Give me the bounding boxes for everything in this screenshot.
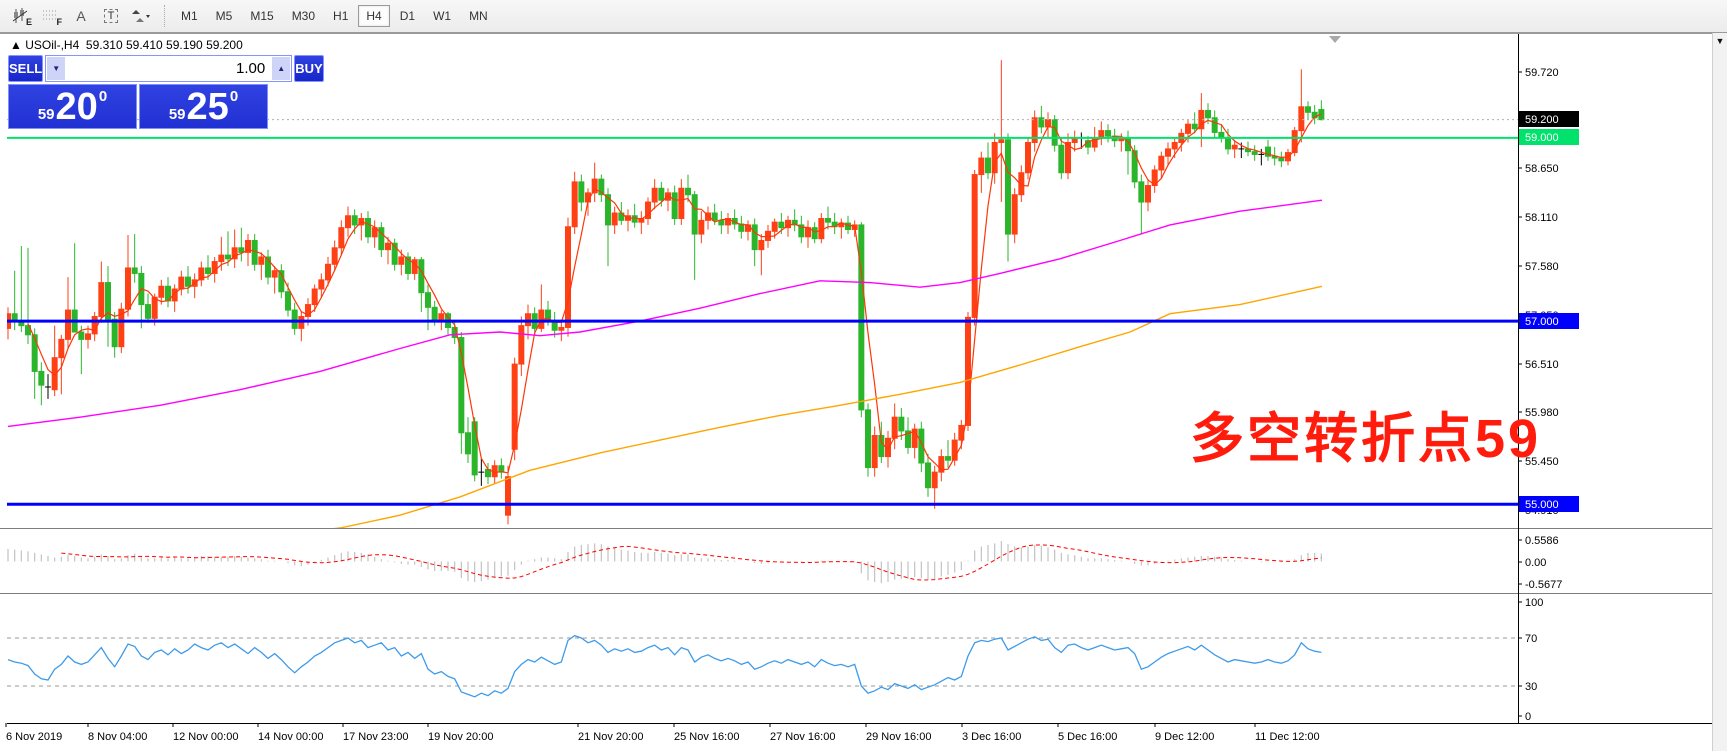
- svg-text:58.650: 58.650: [1525, 163, 1559, 175]
- svg-text:0.00: 0.00: [1525, 557, 1546, 569]
- svg-text:59.200: 59.200: [1525, 114, 1559, 126]
- svg-text:19 Nov 20:00: 19 Nov 20:00: [428, 731, 493, 743]
- svg-text:25 Nov 16:00: 25 Nov 16:00: [674, 731, 739, 743]
- svg-text:57.580: 57.580: [1525, 261, 1559, 273]
- buy-price-display[interactable]: 59 25 0: [139, 84, 268, 129]
- one-click-trading-panel: SELL ▼ ▲ BUY 59 20 0 59 25 0: [8, 55, 324, 129]
- timeframe-m15[interactable]: M15: [242, 5, 281, 27]
- sell-button[interactable]: SELL: [8, 55, 44, 82]
- price-axis[interactable]: 59.72058.65058.11057.58057.05056.51055.9…: [6, 67, 1579, 743]
- svg-text:59.720: 59.720: [1525, 67, 1559, 79]
- ohlc-close: 59.200: [206, 38, 243, 52]
- arrange-icon[interactable]: [128, 4, 154, 28]
- candles-layer: [7, 60, 1325, 525]
- ma-mid-line: [7, 199, 1323, 428]
- sell-price-pips: 20: [55, 85, 98, 128]
- svg-text:70: 70: [1525, 633, 1537, 645]
- ohlc-high: 59.410: [125, 38, 163, 52]
- svg-text:17 Nov 23:00: 17 Nov 23:00: [343, 731, 408, 743]
- chart-shift-marker: [1329, 36, 1341, 43]
- pattern-e-icon[interactable]: E: [8, 4, 34, 28]
- ohlc-open: 59.310: [85, 38, 123, 52]
- sell-price-int: 59: [37, 106, 55, 123]
- icon-letter: F: [56, 17, 63, 27]
- timeframe-m30[interactable]: M30: [284, 5, 323, 27]
- buy-button[interactable]: BUY: [294, 55, 324, 82]
- timeframe-switcher: M1 M5 M15 M30 H1 H4 D1 W1 MN: [173, 5, 498, 27]
- svg-text:30: 30: [1525, 681, 1537, 693]
- macd-layer: [7, 541, 1322, 584]
- timeframe-h1[interactable]: H1: [325, 5, 356, 27]
- timeframe-h4[interactable]: H4: [358, 5, 390, 27]
- svg-text:59.000: 59.000: [1525, 132, 1559, 144]
- timeframe-d1[interactable]: D1: [392, 5, 423, 27]
- timeframe-m1[interactable]: M1: [173, 5, 206, 27]
- svg-text:21 Nov 20:00: 21 Nov 20:00: [578, 731, 643, 743]
- ohlc-low: 59.190: [166, 38, 203, 52]
- grid-glyph: [43, 10, 58, 20]
- toolbar-separator: [164, 5, 165, 27]
- rsi-layer: [7, 634, 1517, 698]
- volume-up-icon[interactable]: ▲: [271, 56, 292, 81]
- svg-text:9 Dec 12:00: 9 Dec 12:00: [1155, 731, 1214, 743]
- axis-badge-55.000: [1519, 496, 1579, 512]
- svg-text:11 Dec 12:00: 11 Dec 12:00: [1255, 731, 1320, 743]
- volume-down-icon[interactable]: ▼: [46, 56, 67, 81]
- svg-text:0.5586: 0.5586: [1525, 535, 1559, 547]
- svg-text:14 Nov 00:00: 14 Nov 00:00: [258, 731, 323, 743]
- timeframe-w1[interactable]: W1: [425, 5, 459, 27]
- chart-canvas[interactable]: 59.72058.65058.11057.58057.05056.51055.9…: [0, 33, 1727, 751]
- buy-price-pips: 25: [186, 85, 229, 128]
- svg-text:56.510: 56.510: [1525, 359, 1559, 371]
- svg-text:55.450: 55.450: [1525, 456, 1559, 468]
- collapse-triangle-icon[interactable]: ▲: [10, 38, 22, 52]
- sell-price-point: 0: [98, 88, 108, 105]
- axis-badge-59.000: [1519, 129, 1579, 145]
- svg-text:29 Nov 16:00: 29 Nov 16:00: [866, 731, 931, 743]
- icon-letter: E: [25, 17, 32, 27]
- svg-text:57.000: 57.000: [1525, 316, 1559, 328]
- buy-price-int: 59: [168, 106, 186, 123]
- boxed-t: T: [103, 9, 119, 23]
- svg-text:8 Nov 04:00: 8 Nov 04:00: [88, 731, 147, 743]
- svg-text:3 Dec 16:00: 3 Dec 16:00: [962, 731, 1021, 743]
- svg-text:55.000: 55.000: [1525, 499, 1559, 511]
- symbol-label: USOil-,H4: [25, 38, 80, 52]
- ma-slow-line: [333, 285, 1323, 528]
- svg-text:6 Nov 2019: 6 Nov 2019: [6, 731, 62, 743]
- text-label-icon[interactable]: A: [68, 4, 94, 28]
- svg-text:55.980: 55.980: [1525, 407, 1559, 419]
- scrollbar-down-icon[interactable]: ▼: [1715, 36, 1725, 46]
- grid-f-icon[interactable]: F: [38, 4, 64, 28]
- arrange-glyph: [132, 10, 150, 22]
- timeframe-mn[interactable]: MN: [461, 5, 496, 27]
- svg-text:100: 100: [1525, 597, 1543, 609]
- timeframe-m5[interactable]: M5: [208, 5, 241, 27]
- sell-price-display[interactable]: 59 20 0: [8, 84, 137, 129]
- chart-text-annotation: 多空转折点59: [1190, 409, 1542, 469]
- buy-price-point: 0: [229, 88, 239, 105]
- toolbar: E F A T M1 M5 M15 M30 H1 H4 D1 W1 MN: [0, 0, 1727, 33]
- vertical-scrollbar[interactable]: ▼: [1712, 33, 1727, 751]
- pane-frame: [0, 33, 1727, 724]
- time-axis[interactable]: [5, 723, 1256, 727]
- svg-text:12 Nov 00:00: 12 Nov 00:00: [173, 731, 238, 743]
- axis-badge-57.000: [1519, 313, 1579, 329]
- macd-signal-line: [61, 544, 1322, 581]
- candlestick-glyph: [12, 8, 28, 23]
- volume-stepper: ▼ ▲: [45, 55, 293, 82]
- text-box-icon[interactable]: T: [98, 4, 124, 28]
- svg-text:5 Dec 16:00: 5 Dec 16:00: [1058, 731, 1117, 743]
- svg-text:-0.5677: -0.5677: [1525, 579, 1562, 591]
- svg-text:27 Nov 16:00: 27 Nov 16:00: [770, 731, 835, 743]
- svg-text:0: 0: [1525, 711, 1531, 723]
- rsi-line: [7, 634, 1322, 698]
- volume-input[interactable]: [66, 56, 272, 81]
- chart-title: ▲ USOil-,H4 59.310 59.410 59.190 59.200: [10, 38, 243, 52]
- axis-badge-59.200: [1519, 111, 1579, 127]
- svg-text:58.110: 58.110: [1525, 212, 1558, 224]
